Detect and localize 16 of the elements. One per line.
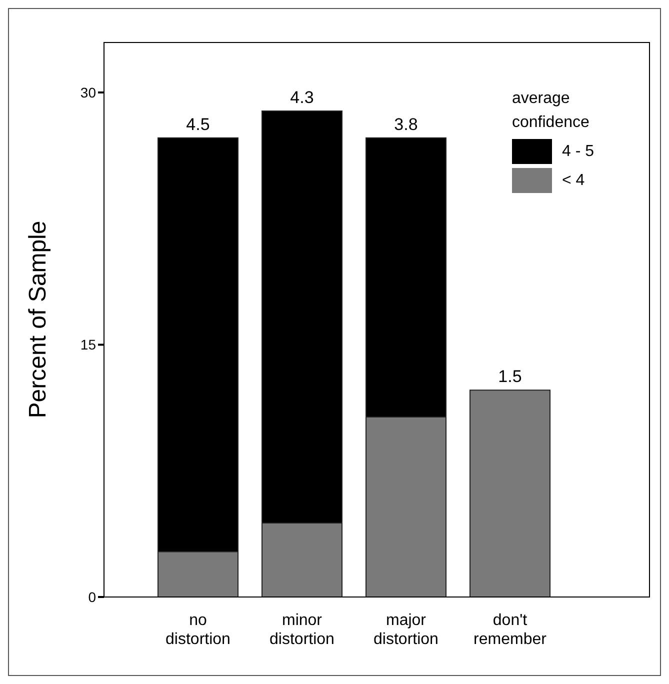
legend-title: average confidence bbox=[512, 89, 590, 133]
y-tick-label: 30 bbox=[80, 84, 96, 100]
annotation: 1.5 bbox=[498, 367, 522, 386]
x-tick-label: major distortion bbox=[374, 612, 438, 648]
annotation: 4.3 bbox=[290, 88, 314, 107]
x-tick-label: no distortion bbox=[166, 612, 230, 648]
annotation: 4.5 bbox=[186, 114, 210, 134]
x-tick-label: don't remember bbox=[474, 612, 548, 648]
annotation: 3.8 bbox=[394, 114, 418, 134]
legend-label: < 4 bbox=[562, 170, 585, 190]
legend-label: 4 - 5 bbox=[562, 142, 594, 162]
y-axis-title: Percent of Sample bbox=[24, 220, 52, 418]
y-tick-label: 15 bbox=[80, 336, 96, 353]
bar bbox=[470, 390, 550, 597]
x-tick-label: minor distortion bbox=[270, 612, 334, 648]
y-tick-label: 0 bbox=[88, 588, 96, 605]
